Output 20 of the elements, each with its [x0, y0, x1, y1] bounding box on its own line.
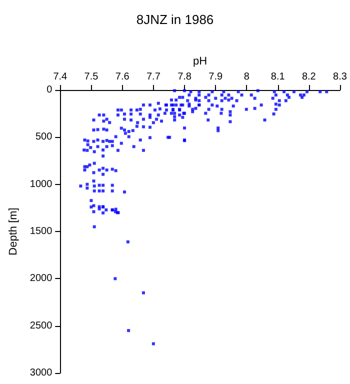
x-tick-label: 7.8 — [178, 72, 192, 82]
y-tick-label: 1000 — [30, 178, 53, 190]
y-tick-label: 3000 — [30, 368, 53, 378]
y-tick-label: 2000 — [30, 273, 53, 284]
y-axis-title: Depth [m] — [8, 208, 20, 256]
x-axis-title: pH — [193, 56, 208, 68]
y-tick-label: 2500 — [30, 320, 53, 332]
x-tick-label: 7.4 — [53, 72, 68, 82]
x-tick-label: 8.2 — [302, 72, 316, 82]
x-tick-label: 8 — [244, 72, 250, 82]
x-tick-label: 7.9 — [208, 72, 224, 82]
y-tick-label: 500 — [35, 132, 53, 143]
x-tick-label: 7.5 — [84, 72, 99, 82]
y-tick-label: 0 — [46, 84, 53, 96]
x-tick-label: 8.1 — [270, 72, 286, 82]
y-tick-label: 1500 — [30, 226, 53, 237]
x-tick-label: 8.3 — [333, 72, 348, 82]
chart-title: 8JNZ in 1986 — [136, 12, 214, 27]
x-tick-label: 7.7 — [146, 72, 161, 82]
x-tick-label: 7.6 — [115, 72, 130, 82]
